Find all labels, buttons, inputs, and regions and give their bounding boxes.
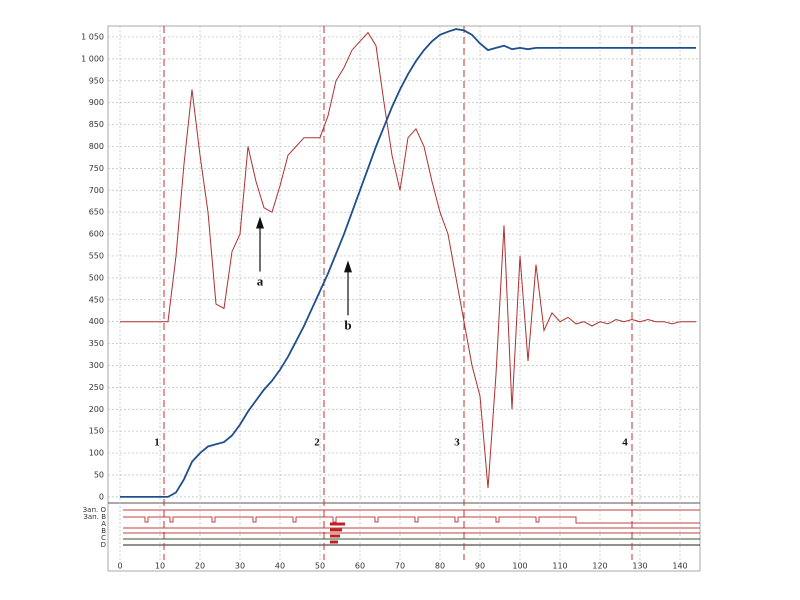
channel-label: C <box>101 534 106 542</box>
y-tick-label: 200 <box>89 405 104 414</box>
marker-label: 3 <box>454 437 460 449</box>
y-tick-label: 500 <box>89 273 104 282</box>
x-tick-label: 100 <box>512 562 527 571</box>
x-tick-label: 60 <box>355 562 365 571</box>
series-line <box>120 28 696 498</box>
y-tick-label: 250 <box>89 383 104 392</box>
channel-label: Зап. O <box>83 506 107 514</box>
y-tick-label: 900 <box>89 98 104 107</box>
arrow-head <box>256 216 264 229</box>
y-tick-label: 150 <box>89 427 104 436</box>
y-tick-label: 1 050 <box>81 32 104 41</box>
y-tick-label: 100 <box>89 449 104 458</box>
x-tick-label: 40 <box>275 562 285 571</box>
y-tick-label: 650 <box>89 208 104 217</box>
frame <box>107 25 701 572</box>
y-tick-label: 550 <box>89 251 104 260</box>
x-tick-label: 90 <box>475 562 485 571</box>
y-tick-label: 800 <box>89 142 104 151</box>
marker-label: 1 <box>154 437 160 449</box>
y-tick-label: 0 <box>99 492 104 501</box>
arrow-head <box>344 260 352 273</box>
channel-label: A <box>101 520 106 528</box>
y-tick-label: 1 000 <box>81 54 104 63</box>
y-tick-label: 50 <box>94 470 104 479</box>
series-line <box>120 31 696 489</box>
y-tick-label: 750 <box>89 164 104 173</box>
x-tick-label: 80 <box>435 562 445 571</box>
y-tick-label: 600 <box>89 230 104 239</box>
channel-label: Зап. B <box>83 513 106 521</box>
x-tick-label: 20 <box>195 562 205 571</box>
y-tick-label: 350 <box>89 339 104 348</box>
y-tick-label: 850 <box>89 120 104 129</box>
y-tick-label: 950 <box>89 76 104 85</box>
annotation-label: b <box>344 317 351 332</box>
x-tick-label: 30 <box>235 562 245 571</box>
marker-label: 4 <box>622 437 628 449</box>
digital-signals <box>123 509 700 546</box>
x-tick-label: 0 <box>117 562 122 571</box>
x-tick-label: 70 <box>395 562 405 571</box>
marker-label: 2 <box>314 437 320 449</box>
y-tick-label: 450 <box>89 295 104 304</box>
x-tick-label: 110 <box>552 562 567 571</box>
x-tick-label: 50 <box>315 562 325 571</box>
x-tick-label: 120 <box>592 562 607 571</box>
channel-label: B <box>101 527 106 535</box>
x-tick-label: 140 <box>672 562 687 571</box>
x-tick-label: 130 <box>632 562 647 571</box>
y-tick-label: 300 <box>89 361 104 370</box>
y-tick-label: 400 <box>89 317 104 326</box>
channel-label: D <box>101 541 106 549</box>
x-tick-label: 10 <box>155 562 165 571</box>
y-tick-label: 700 <box>89 186 104 195</box>
annotation-label: a <box>257 274 264 289</box>
